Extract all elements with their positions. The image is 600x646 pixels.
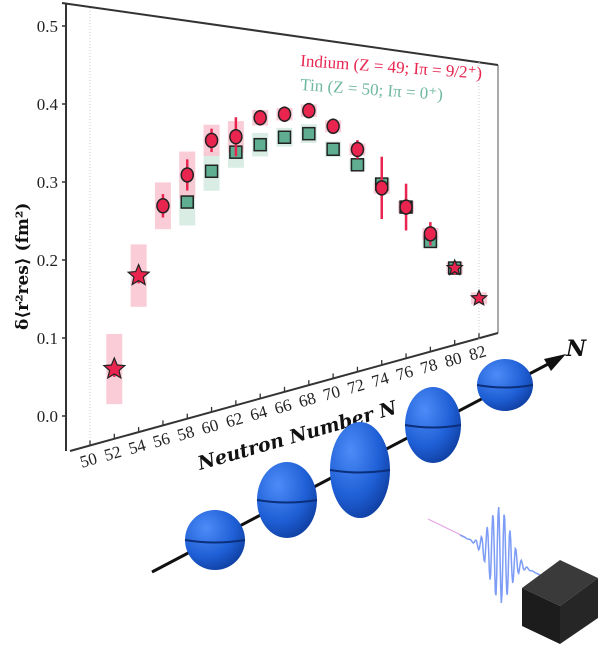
nucleus-spheroid <box>329 422 391 518</box>
nucleus-body <box>185 510 245 570</box>
nucleus-spheroid <box>476 359 534 411</box>
tin-data-point <box>326 142 340 157</box>
tin-data-point <box>253 137 267 152</box>
tin-data-point <box>350 158 365 172</box>
nucleus-body <box>330 422 390 518</box>
nucleus-equator <box>184 539 246 544</box>
indium-data-point <box>423 226 438 242</box>
y-tick-label: 0.4 <box>37 95 59 114</box>
y-axis-label: δ⟨r²res⟩ (fm²) <box>13 203 33 330</box>
x-tick-label: 50 <box>78 449 100 472</box>
x-tick-label: 66 <box>272 395 294 418</box>
laser-pulse <box>427 506 541 604</box>
tin-data-point <box>302 126 316 141</box>
tin-data-point <box>277 130 292 144</box>
y-tick-label: 0.5 <box>37 17 58 36</box>
arrow-head-icon <box>544 354 566 371</box>
indium-data-point <box>229 128 243 145</box>
indium-data-point <box>253 109 267 126</box>
x-axis <box>69 332 499 452</box>
nucleus-spheroid <box>184 510 246 570</box>
indium-data-point-star <box>445 258 464 276</box>
tin-data-point <box>180 195 194 209</box>
indium-data-point <box>326 118 340 135</box>
x-tick-label: 54 <box>126 435 148 458</box>
detector-cube <box>522 560 598 644</box>
y-tick-label: 0.2 <box>37 251 58 270</box>
x-tick-label: 64 <box>248 402 270 425</box>
x-tick-label: 82 <box>467 341 489 364</box>
x-tick-label: 58 <box>175 422 197 445</box>
indium-data-point <box>156 198 170 214</box>
indium-data-point <box>180 167 194 183</box>
nucleus-equator <box>329 469 391 474</box>
indium-data-point <box>302 102 316 119</box>
tin-data-point <box>204 164 219 179</box>
indium-data-point-star <box>469 288 489 307</box>
nucleus-spheroid <box>256 462 318 538</box>
nucleus-equator <box>476 384 534 389</box>
y-tick-label: 0.3 <box>37 173 58 192</box>
x-tick-label: 72 <box>345 375 367 398</box>
indium-data-point <box>375 180 389 196</box>
x-tick-label: 80 <box>442 348 464 371</box>
x-tick-label: 78 <box>418 355 440 378</box>
top-frame <box>61 2 499 66</box>
y-tick-label: 0.0 <box>37 407 58 426</box>
nucleus-equator <box>404 424 462 429</box>
nucleus-equator <box>256 499 318 504</box>
nucleus-body <box>257 462 317 538</box>
x-tick-label: 68 <box>297 388 319 411</box>
indium-data-point-star <box>102 356 127 380</box>
x-tick-label: 74 <box>369 368 391 391</box>
nucleus-body <box>477 359 533 411</box>
indium-data-point <box>204 132 219 149</box>
indium-data-point <box>350 141 365 158</box>
nucleus-spheroid <box>404 387 462 463</box>
x-tick-label: 76 <box>394 362 416 385</box>
indium-data-point <box>277 106 292 122</box>
plot-panel <box>62 3 498 451</box>
x-tick-label: 60 <box>199 415 221 438</box>
x-tick-label: 62 <box>224 409 246 432</box>
x-tick-label: 52 <box>102 442 124 465</box>
y-tick-label: 0.1 <box>37 329 58 348</box>
x-tick-label: 70 <box>321 382 343 405</box>
nucleus-body <box>405 387 461 463</box>
indium-data-point-star <box>126 263 151 286</box>
n-axis-label: N <box>565 336 587 362</box>
x-tick-label: 56 <box>151 429 173 452</box>
indium-data-point <box>399 199 413 215</box>
